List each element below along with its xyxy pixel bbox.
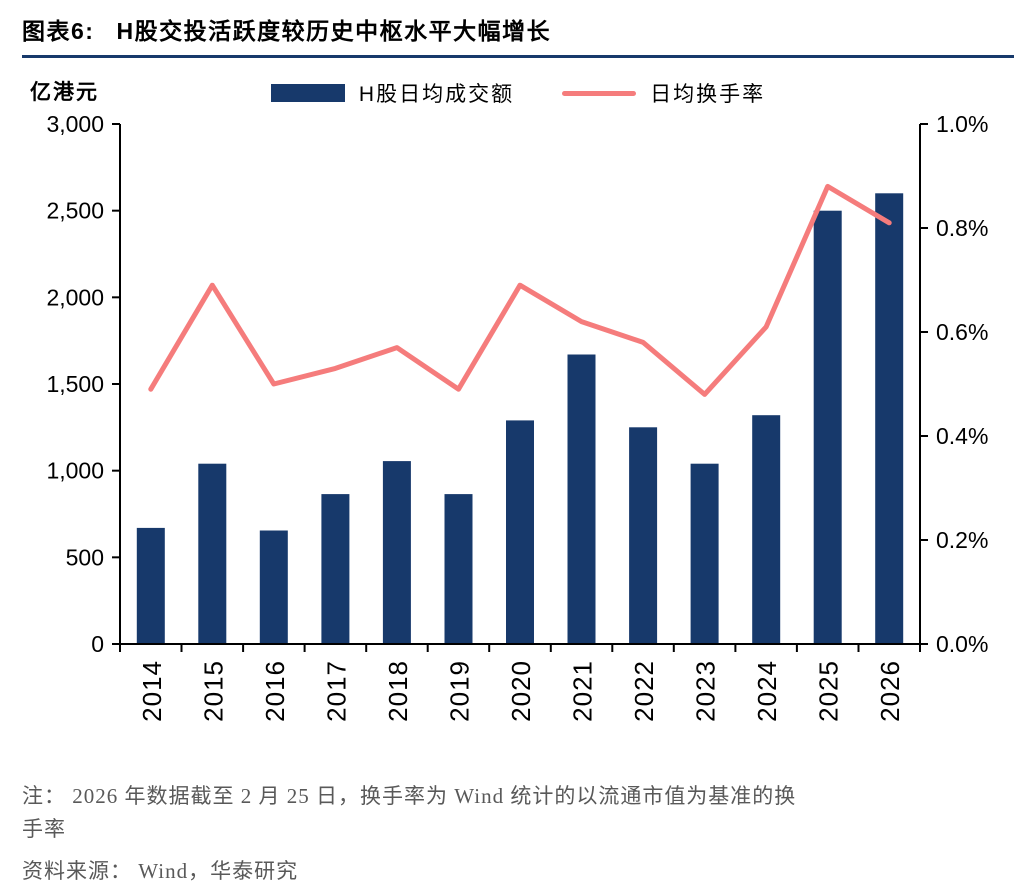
figure-header: 图表6: H股交投活跃度较历史中枢水平大幅增长 — [0, 0, 1036, 58]
legend-item-bar: H股日均成交额 — [270, 78, 515, 108]
right-axis-tick-label: 0.4% — [936, 423, 988, 449]
bar-2023 — [690, 463, 719, 644]
bar-series-swatch-icon — [270, 84, 345, 102]
title-rule — [22, 55, 1014, 58]
bar-2016 — [259, 530, 288, 644]
x-axis-label-2016: 2016 — [260, 660, 290, 722]
bar-2024 — [752, 415, 781, 644]
figure-title: H股交投活跃度较历史中枢水平大幅增长 — [116, 18, 552, 44]
bar-2025 — [813, 210, 842, 644]
bar-series-label: H股日均成交额 — [358, 83, 515, 106]
right-axis-tick-label: 0.8% — [936, 215, 988, 241]
bar-2020 — [506, 420, 534, 644]
x-axis-label-2018: 2018 — [383, 660, 413, 722]
x-axis-label-2025: 2025 — [814, 660, 844, 722]
x-axis-label-2022: 2022 — [629, 660, 659, 722]
combo-chart: 0 500 1,000 1,500 2,000 2,500 3,000 0.0% 0.2% 0.4… — [46, 114, 988, 722]
right-axis-tick-label: 0.6% — [936, 319, 988, 345]
right-axis-tick-label: 0.2% — [936, 527, 988, 553]
bar-2021 — [567, 354, 596, 644]
x-axis-label-2024: 2024 — [752, 660, 782, 722]
x-axis-label-2014: 2014 — [137, 660, 167, 722]
source-note: 资料来源： Wind，华泰研究 — [22, 859, 299, 884]
legend: H股日均成交额 日均换手率 — [0, 68, 1036, 108]
bar-2015 — [198, 463, 227, 644]
x-axis-label-2020: 2020 — [506, 660, 536, 722]
bar-2018 — [382, 461, 411, 644]
left-axis-tick-label: 3,000 — [46, 114, 104, 137]
x-axis-label-2021: 2021 — [568, 660, 598, 722]
left-axis-tick-label: 0 — [91, 631, 104, 657]
x-axis-label-2015: 2015 — [198, 660, 228, 722]
left-axis-unit-label: 亿港元 — [30, 81, 99, 104]
x-axis-label-2019: 2019 — [445, 660, 475, 722]
chart-header: 亿港元 H股日均成交额 日均换手率 — [0, 68, 1036, 114]
right-axis-tick-label: 1.0% — [936, 114, 988, 137]
turnover-rate-line — [148, 183, 892, 397]
line-series-swatch-icon — [562, 90, 637, 96]
left-axis-tick-label: 1,000 — [46, 458, 104, 484]
left-axis-tick-label: 2,000 — [46, 284, 104, 310]
x-axis-label-2017: 2017 — [321, 660, 351, 722]
left-axis-tick-label: 500 — [66, 544, 104, 570]
legend-item-line: 日均换手率 — [562, 78, 765, 108]
bar-2019 — [444, 494, 473, 644]
note-line-2: 手率 — [22, 816, 66, 841]
line-series-label: 日均换手率 — [650, 83, 766, 106]
bar-2017 — [321, 494, 350, 644]
figure-title-row: 图表6: H股交投活跃度较历史中枢水平大幅增长 — [22, 12, 1014, 46]
bar-2022 — [629, 427, 658, 644]
figure-number: 图表6: — [22, 18, 95, 44]
x-axis-label-2026: 2026 — [875, 660, 905, 722]
note-line-1: 注： 2026 年数据截至 2 月 25 日，换手率为 Wind 统计的以流通市… — [22, 784, 797, 808]
left-axis-tick-label: 1,500 — [46, 371, 104, 397]
bar-2014 — [136, 527, 165, 644]
bar-2026 — [875, 193, 904, 645]
left-axis-tick-label: 2,500 — [46, 198, 104, 224]
right-axis-tick-label: 0.0% — [936, 631, 988, 657]
x-axis-label-2023: 2023 — [691, 660, 721, 722]
chart-notes: 注： 2026 年数据截至 2 月 25 日，换手率为 Wind 统计的以流通市… — [0, 774, 1036, 888]
